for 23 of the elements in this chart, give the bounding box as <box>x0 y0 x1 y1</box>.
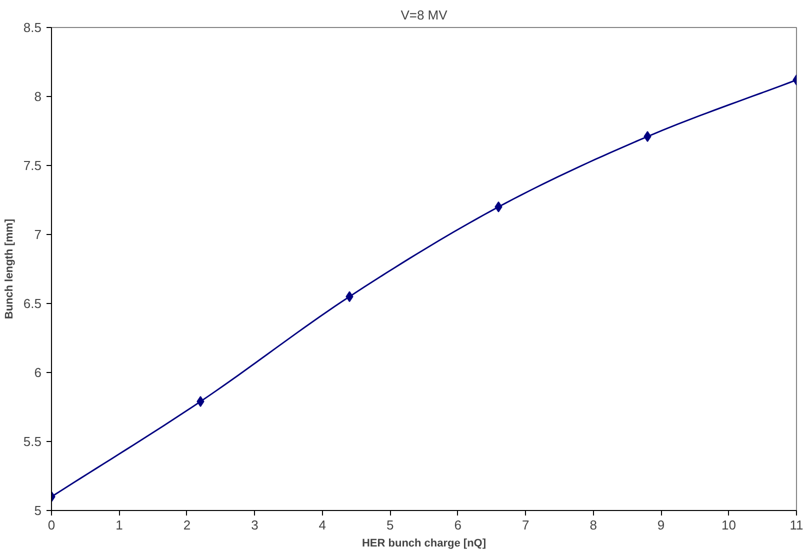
y-tick-label: 5.5 <box>23 434 42 449</box>
x-tick-label: 6 <box>454 518 462 532</box>
y-tick-label: 6.5 <box>23 296 42 311</box>
y-tick-label: 7.5 <box>23 158 42 173</box>
chart-title: V=8 MV <box>400 8 448 22</box>
x-axis-title: HER bunch charge [nQ] <box>362 538 486 550</box>
x-tick-label: 2 <box>183 518 191 532</box>
x-tick-label: 9 <box>657 518 665 532</box>
y-tick-label: 8 <box>34 89 42 104</box>
x-tick-label: 4 <box>318 518 326 532</box>
y-tick-label: 7 <box>34 227 42 242</box>
y-tick-label: 5 <box>34 503 42 518</box>
x-tick-label: 8 <box>590 518 597 532</box>
x-tick-label: 10 <box>722 518 736 532</box>
x-tick-label: 11 <box>790 518 804 532</box>
y-tick-label: 8.5 <box>23 20 42 35</box>
x-tick-label: 5 <box>386 518 394 532</box>
x-tick-label: 7 <box>522 518 530 532</box>
x-tick-label: 3 <box>251 518 258 532</box>
x-tick-label: 1 <box>116 518 123 532</box>
x-tick-label: 0 <box>48 518 56 532</box>
y-tick-label: 6 <box>34 365 42 380</box>
y-axis-title: Bunch length [mm] <box>3 218 16 320</box>
